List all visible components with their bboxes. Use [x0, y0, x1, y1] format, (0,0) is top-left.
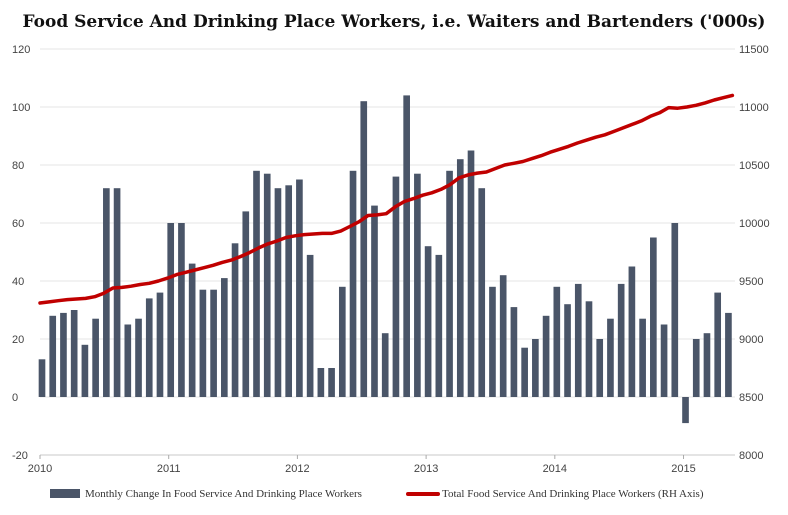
line-series [38, 93, 735, 305]
bar [60, 312, 67, 397]
bar [285, 185, 293, 397]
bar [360, 101, 368, 397]
bar [607, 318, 614, 397]
bar [510, 307, 518, 397]
bar [338, 286, 346, 397]
x-tick-label: 2013 [414, 463, 438, 475]
bar [660, 324, 668, 397]
bar [231, 243, 239, 397]
bar [564, 304, 571, 397]
bar [403, 95, 410, 398]
left-tick-label: 60 [12, 218, 24, 230]
bar [617, 283, 625, 397]
bar-series [38, 95, 732, 424]
bar [682, 397, 689, 424]
axes: -20 0 20 40 60 80 100 120 8000 8500 9000 9500 10000 1… [12, 44, 770, 475]
bar [424, 246, 432, 397]
bar [499, 275, 507, 397]
bar [585, 301, 593, 397]
bar [489, 286, 496, 397]
left-tick-label: 40 [12, 276, 24, 288]
bar [596, 339, 604, 397]
right-tick-label: 10500 [739, 160, 770, 172]
bar [317, 368, 325, 397]
bar [521, 347, 528, 397]
left-tick-label: 100 [12, 102, 30, 114]
bar [725, 312, 732, 397]
right-tick-label: 9000 [739, 334, 763, 346]
bar [692, 339, 700, 397]
bar [542, 315, 550, 397]
bar [49, 315, 57, 397]
bar [639, 318, 646, 397]
left-tick-label: 20 [12, 334, 24, 346]
right-tick-label: 8000 [739, 450, 763, 462]
bar [446, 170, 453, 397]
bar [703, 333, 711, 397]
bar [456, 159, 464, 397]
bar [145, 298, 153, 397]
legend-line-label: Total Food Service And Drinking Place Wo… [442, 488, 704, 500]
bar [81, 344, 89, 397]
left-tick-label: 0 [12, 392, 18, 404]
x-tick-label: 2010 [28, 463, 52, 475]
x-tick-label: 2014 [543, 463, 567, 475]
x-tick-label: 2011 [157, 463, 181, 475]
bar [221, 278, 228, 397]
bar [467, 150, 475, 397]
left-tick-label: 80 [12, 160, 24, 172]
bar [714, 292, 722, 397]
bar [242, 211, 250, 397]
chart-title: Food Service And Drinking Place Workers,… [23, 12, 766, 32]
bar [274, 188, 282, 397]
bar [371, 205, 378, 397]
left-tick-label: 120 [12, 44, 30, 56]
bar [70, 310, 78, 397]
right-tick-label: 11500 [739, 44, 769, 56]
bar [574, 283, 582, 397]
right-tick-label: 11000 [739, 102, 769, 114]
bar [156, 292, 164, 397]
bar [392, 176, 400, 397]
legend-bar-swatch [50, 489, 80, 498]
bar [296, 179, 303, 397]
x-tick-label: 2012 [285, 463, 309, 475]
bar [628, 266, 636, 397]
bar [178, 223, 185, 397]
bar [671, 223, 679, 397]
bar [414, 173, 421, 397]
bar [38, 359, 46, 397]
bar [328, 368, 335, 397]
bar [553, 286, 561, 397]
bar [113, 188, 121, 397]
bar [135, 318, 142, 397]
total-workers-line [38, 93, 735, 305]
bar [199, 289, 207, 397]
bar [349, 170, 357, 397]
bar [92, 318, 99, 397]
bar [306, 254, 314, 397]
bar [167, 223, 175, 397]
right-tick-label: 9500 [739, 276, 763, 288]
bar [381, 333, 389, 397]
right-tick-label: 8500 [739, 392, 763, 404]
bar [650, 237, 657, 397]
bar [435, 254, 443, 397]
bar [478, 188, 486, 397]
bar [253, 170, 260, 397]
bar [124, 324, 132, 397]
legend: Monthly Change In Food Service And Drink… [50, 488, 704, 500]
left-tick-label: -20 [12, 450, 28, 462]
bar [263, 173, 271, 397]
right-tick-label: 10000 [739, 218, 770, 230]
legend-bar-label: Monthly Change In Food Service And Drink… [85, 488, 362, 500]
x-tick-label: 2015 [671, 463, 695, 475]
bar [210, 289, 217, 397]
bar [532, 339, 539, 397]
bar [188, 263, 196, 397]
